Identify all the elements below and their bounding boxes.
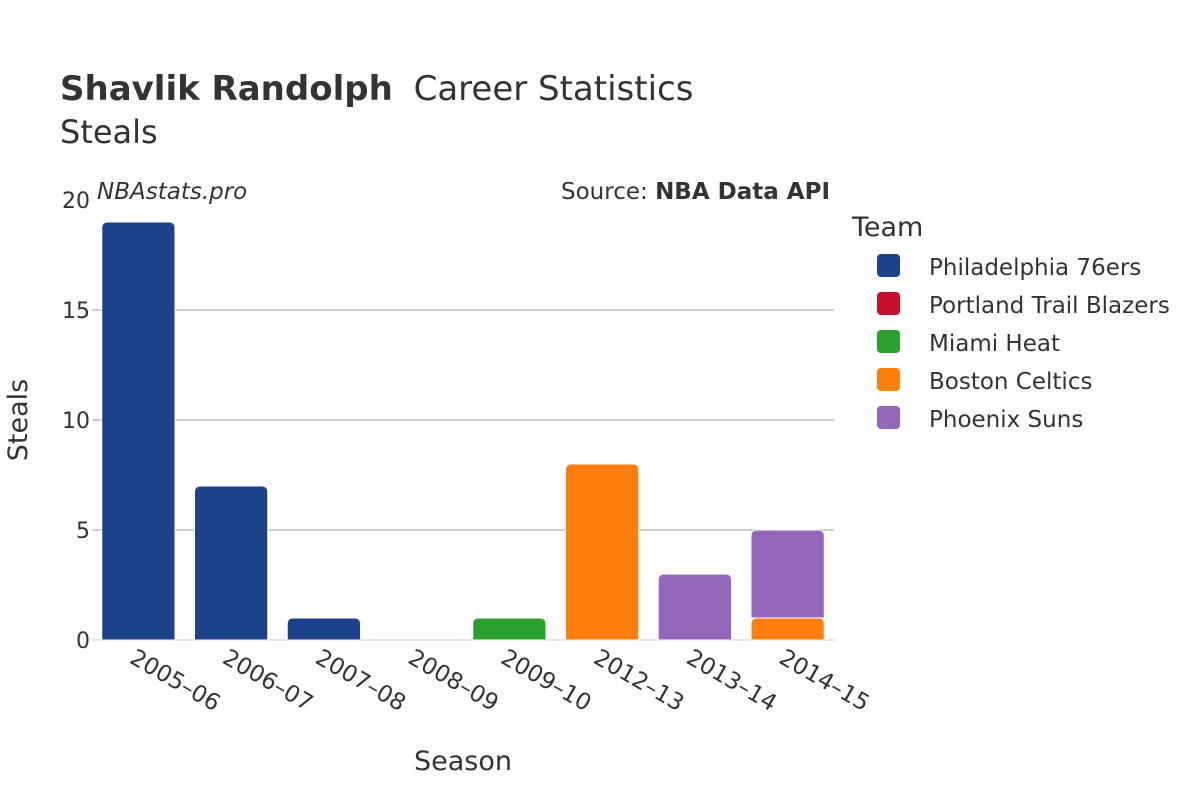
y-axis-ticks: 0 5 10 15 20	[62, 189, 90, 654]
bar-philadelphia-76ers-2007–08	[286, 617, 362, 641]
y-tick-label: 0	[76, 629, 90, 654]
x-tick-label: 2007–08	[311, 645, 410, 717]
y-tick-label: 5	[76, 519, 90, 544]
x-tick-label: 2014–15	[775, 645, 874, 717]
x-tick-label: 2013–14	[682, 645, 781, 717]
source-name: NBA Data API	[655, 179, 830, 205]
bars	[101, 221, 825, 641]
x-tick-label: 2006–07	[218, 645, 317, 717]
x-tick-label: 2009–10	[496, 645, 595, 717]
bar-philadelphia-76ers-2006–07	[193, 485, 269, 641]
legend-label: Phoenix Suns	[929, 407, 1083, 433]
legend: Philadelphia 76ers Portland Trail Blazers…	[877, 254, 1170, 433]
title-rest: Career Statistics	[414, 69, 694, 109]
source-credit: Source: NBA Data API	[561, 179, 830, 205]
y-axis-title: Steals	[3, 379, 34, 461]
x-axis-ticks: 2005–062006–072007–082008–092009–102012–…	[125, 645, 873, 717]
legend-label: Miami Heat	[929, 331, 1060, 357]
bar-philadelphia-76ers-2005–06	[101, 221, 176, 641]
chart-title: Shavlik Randolph Career Statistics	[60, 69, 693, 109]
bar-boston-celtics-2012–13	[564, 463, 640, 641]
legend-swatch	[877, 406, 900, 429]
player-name: Shavlik Randolph	[60, 69, 393, 109]
legend-label: Philadelphia 76ers	[929, 255, 1141, 281]
legend-swatch	[877, 330, 900, 353]
x-tick-label: 2008–09	[404, 645, 503, 717]
bar-phoenix-suns-2013–14	[657, 573, 733, 641]
legend-title: Team	[851, 212, 923, 243]
legend-label: Portland Trail Blazers	[929, 293, 1170, 319]
watermark: NBAstats.pro	[97, 179, 247, 205]
x-axis-title: Season	[414, 746, 512, 777]
x-tick-label: 2012–13	[589, 645, 688, 717]
bar-miami-heat-2009–10	[472, 617, 547, 641]
legend-swatch	[877, 368, 900, 391]
bar-boston-celtics-2014–15	[750, 617, 825, 641]
chart-subtitle: Steals	[60, 113, 158, 151]
legend-swatch	[877, 292, 900, 315]
y-tick-label: 15	[62, 299, 90, 324]
y-tick-label: 20	[62, 189, 90, 214]
legend-label: Boston Celtics	[929, 369, 1092, 395]
y-tick-label: 10	[62, 409, 90, 434]
legend-swatch	[877, 254, 900, 277]
source-prefix: Source:	[561, 179, 655, 205]
bar-phoenix-suns-2014–15	[750, 529, 825, 619]
x-tick-label: 2005–06	[125, 645, 224, 717]
